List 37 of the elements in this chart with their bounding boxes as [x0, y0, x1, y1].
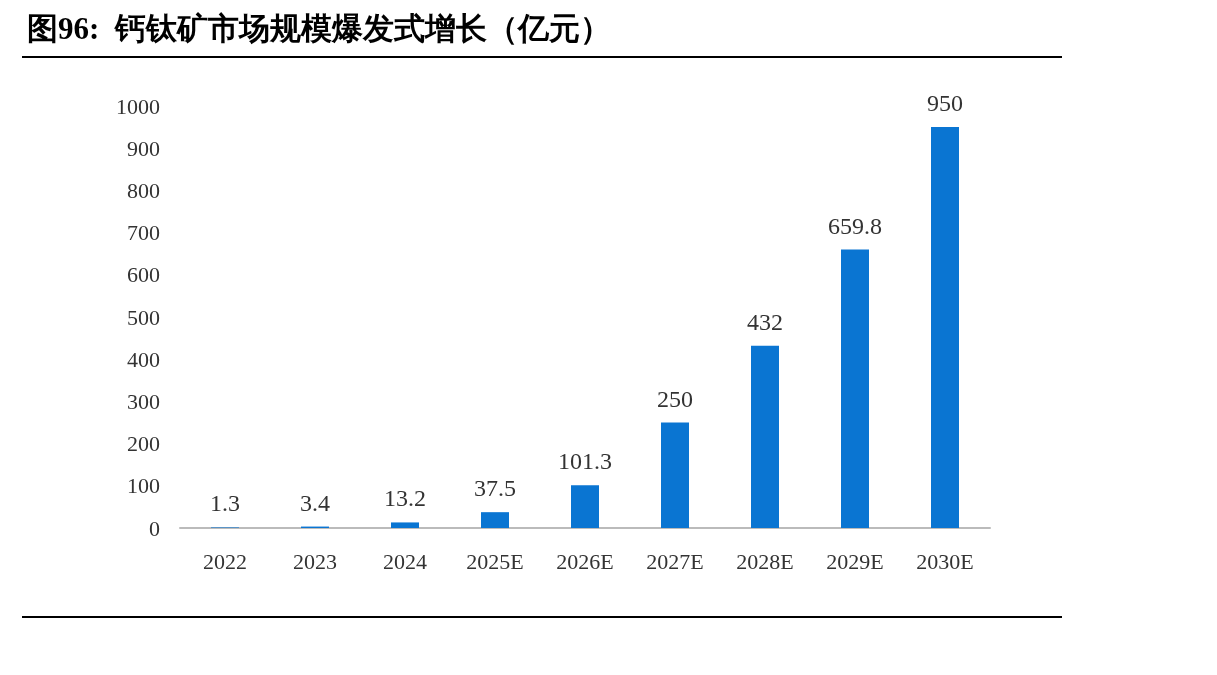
- data-label: 1.3: [210, 490, 240, 517]
- x-tick-label: 2030E: [916, 548, 974, 574]
- x-tick-label: 2022: [203, 548, 247, 574]
- y-tick-label: 800: [127, 177, 160, 203]
- data-label: 37.5: [474, 475, 516, 502]
- data-label: 950: [927, 90, 963, 117]
- data-label: 101.3: [558, 448, 612, 475]
- bar: [661, 422, 689, 528]
- data-label: 432: [747, 308, 783, 335]
- x-tick-label: 2029E: [826, 548, 884, 574]
- data-label: 13.2: [384, 485, 426, 512]
- x-tick-label: 2027E: [646, 548, 704, 574]
- bar: [931, 127, 959, 528]
- y-tick-label: 600: [127, 262, 160, 288]
- y-tick-label: 500: [127, 304, 160, 330]
- y-tick-label: 1000: [116, 93, 160, 119]
- data-label: 659.8: [828, 212, 882, 239]
- bar: [481, 512, 509, 528]
- y-tick-label: 100: [127, 473, 160, 499]
- x-tick-label: 2024: [383, 548, 427, 574]
- chart-title: 图96: 钙钛矿市场规模爆发式增长（亿元）: [27, 11, 611, 46]
- x-tick-label: 2025E: [466, 548, 524, 574]
- x-tick-label: 2026E: [556, 548, 614, 574]
- x-tick-label: 2028E: [736, 548, 794, 574]
- y-tick-label: 200: [127, 431, 160, 457]
- bar: [391, 522, 419, 528]
- y-tick-label: 300: [127, 388, 160, 414]
- data-label: 3.4: [300, 489, 330, 516]
- y-tick-label: 0: [149, 515, 160, 541]
- x-tick-label: 2023: [293, 548, 337, 574]
- data-label: 250: [657, 385, 693, 412]
- y-tick-label: 900: [127, 135, 160, 161]
- bar: [571, 485, 599, 528]
- y-tick-label: 700: [127, 220, 160, 246]
- bar: [841, 249, 869, 528]
- bar: [751, 345, 779, 528]
- y-tick-label: 400: [127, 346, 160, 372]
